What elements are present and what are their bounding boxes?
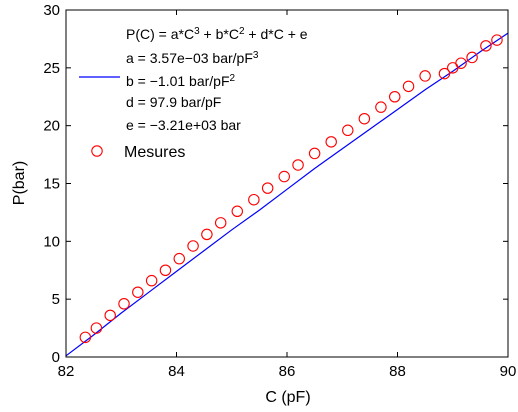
data-point bbox=[455, 57, 467, 69]
data-point bbox=[402, 80, 415, 93]
tick-marks bbox=[65, 9, 509, 358]
data-point bbox=[358, 112, 371, 125]
legend-param-d: d = 97.9 bar/pF bbox=[126, 94, 221, 110]
x-axis-label: C (pF) bbox=[265, 389, 310, 406]
data-points bbox=[79, 34, 503, 344]
data-point bbox=[292, 159, 304, 171]
y-tick-label: 25 bbox=[43, 60, 60, 77]
data-point bbox=[308, 147, 321, 160]
legend-param-b: b = −1.01 bar/pF2 bbox=[126, 73, 236, 90]
y-tick-label: 15 bbox=[43, 176, 60, 193]
data-point bbox=[214, 217, 227, 229]
fit-curve bbox=[65, 32, 509, 357]
data-point bbox=[480, 40, 492, 52]
y-tick-label: 10 bbox=[43, 233, 60, 250]
data-point bbox=[79, 331, 92, 344]
data-point bbox=[118, 298, 130, 310]
data-point bbox=[278, 170, 290, 183]
data-point bbox=[201, 228, 213, 241]
y-tick-label: 0 bbox=[52, 349, 60, 366]
legend: P(C) = a*C3 + b*C2 + d*C + e a = 3.57e−0… bbox=[79, 26, 308, 161]
data-point bbox=[132, 286, 144, 298]
data-point bbox=[248, 193, 260, 206]
data-point bbox=[261, 182, 274, 194]
data-point bbox=[375, 101, 387, 113]
legend-param-a: a = 3.57e−03 bar/pF3 bbox=[126, 50, 259, 67]
data-point bbox=[388, 91, 401, 103]
legend-label-mesures: Mesures bbox=[124, 144, 185, 161]
legend-fit-title: P(C) = a*C3 + b*C2 + d*C + e bbox=[126, 26, 308, 43]
data-point bbox=[466, 51, 478, 64]
fit-layer bbox=[65, 32, 509, 357]
data-point bbox=[90, 322, 103, 334]
x-tick-label: 82 bbox=[58, 363, 75, 380]
y-axis-label: P(bar) bbox=[11, 161, 28, 205]
x-tick-label: 84 bbox=[168, 363, 185, 380]
data-point bbox=[187, 240, 199, 252]
data-point bbox=[173, 252, 186, 265]
data-point bbox=[231, 205, 244, 218]
y-tick-label: 20 bbox=[43, 118, 60, 135]
legend-marker-mesures bbox=[91, 145, 103, 157]
x-tick-label: 86 bbox=[279, 363, 296, 380]
data-point bbox=[438, 67, 451, 80]
y-tick-label: 30 bbox=[43, 2, 60, 19]
data-point bbox=[159, 264, 172, 276]
data-point bbox=[145, 274, 158, 287]
x-tick-label: 88 bbox=[389, 363, 406, 380]
data-point bbox=[104, 309, 116, 322]
data-point bbox=[419, 70, 431, 82]
data-point bbox=[491, 34, 503, 46]
tick-labels: 82 84 86 88 90 0 5 10 15 20 25 30 bbox=[43, 2, 516, 380]
y-tick-label: 5 bbox=[52, 291, 60, 308]
data-point bbox=[325, 136, 337, 148]
x-tick-label: 90 bbox=[500, 363, 517, 380]
legend-param-e: e = −3.21e+03 bar bbox=[126, 117, 241, 133]
data-point bbox=[342, 124, 354, 137]
